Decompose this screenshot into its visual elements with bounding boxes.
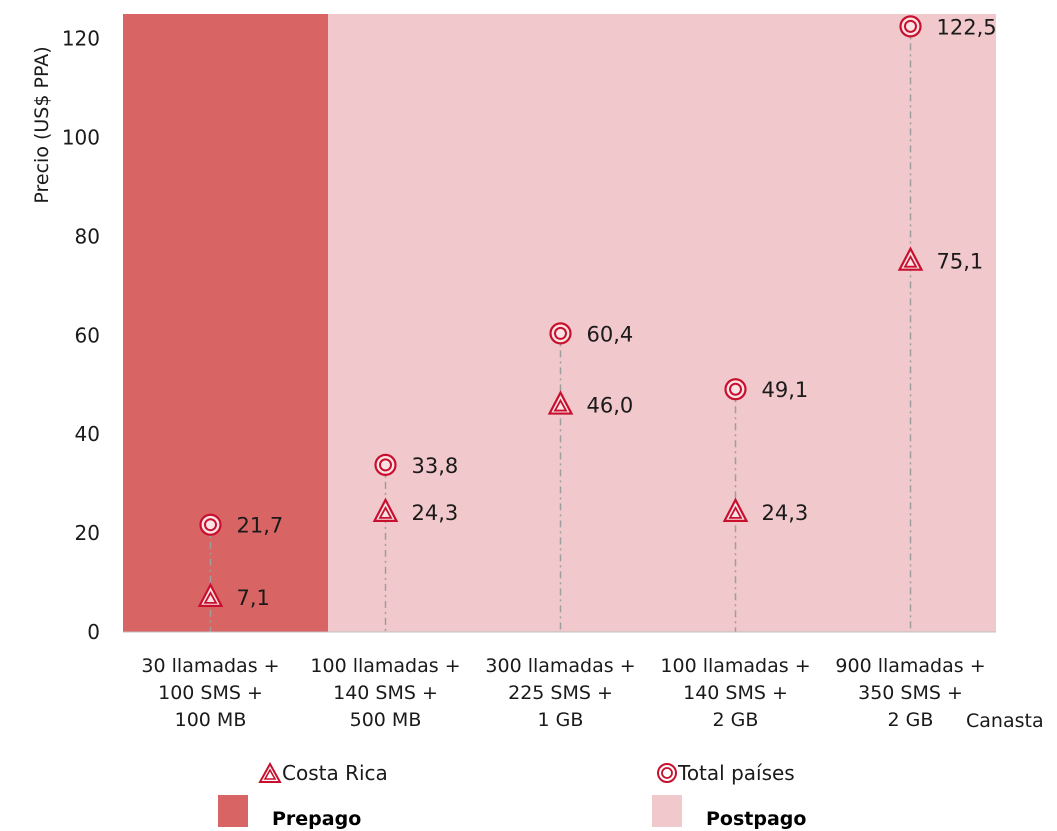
costa-rica-point: [897, 246, 924, 271]
legend-postpago-label: Postpago: [706, 808, 807, 830]
legend-costa-rica-label: Costa Rica: [282, 761, 388, 785]
data-label: 24,3: [412, 501, 459, 525]
costa-rica-point: [372, 497, 399, 522]
x-tick-label: 900 llamadas +350 SMS +2 GB: [835, 655, 985, 731]
data-label: 60,4: [587, 322, 634, 346]
axes: 0 20 40 60 80 100 120 30 llamadas +100 SMS +100…: [62, 27, 996, 731]
y-tick-label: 20: [75, 521, 100, 545]
data-labels: 7,1 24,3 46,0 24,3 75,1 21,7 33,8 60,4 49,1 122,5: [237, 15, 997, 610]
x-tick-label: 30 llamadas +100 SMS +100 MB: [141, 655, 279, 731]
data-label: 7,1: [237, 586, 270, 610]
costa-rica-point: [197, 582, 224, 607]
y-tick-label: 120: [62, 27, 100, 51]
legend-total-paises: Total países: [656, 761, 795, 785]
data-label: 24,3: [762, 501, 809, 525]
x-axis-label: Canasta: [966, 710, 1044, 732]
y-tick-label: 60: [75, 323, 100, 347]
y-tick-label: 0: [87, 620, 100, 644]
y-axis-label: Precio (US$ PPA): [31, 46, 53, 203]
legend-prepago-swatch: [218, 795, 248, 827]
legend-total-paises-label: Total países: [678, 761, 795, 785]
total-paises-point: [549, 322, 572, 345]
costa-rica-point: [722, 497, 749, 522]
band-prepago: [123, 14, 328, 632]
x-tick-label: 100 llamadas +140 SMS +2 GB: [660, 655, 810, 731]
triangle-icon: [258, 762, 282, 783]
data-label: 46,0: [587, 394, 634, 418]
data-label: 49,1: [762, 378, 809, 402]
costa-rica-point: [547, 390, 574, 415]
legend-postpago-swatch: [652, 795, 682, 827]
background-bands: [123, 14, 996, 632]
total-paises-point: [724, 378, 747, 401]
data-label: 33,8: [412, 454, 459, 478]
total-paises-point: [374, 453, 397, 476]
circle-icon: [657, 763, 677, 783]
x-tick-label: 100 llamadas +140 SMS +500 MB: [310, 655, 460, 731]
legend-costa-rica: Costa Rica: [258, 761, 388, 785]
legend-prepago-label: Prepago: [272, 808, 362, 830]
data-label: 122,5: [937, 15, 997, 39]
y-tick-label: 40: [75, 422, 100, 446]
y-tick-label: 80: [75, 224, 100, 248]
x-tick-label: 300 llamadas +225 SMS +1 GB: [485, 655, 635, 731]
y-tick-label: 100: [62, 126, 100, 150]
band-postpago: [328, 14, 996, 632]
data-label: 75,1: [937, 250, 984, 274]
data-marks: [197, 15, 924, 607]
total-paises-point: [199, 513, 222, 536]
total-paises-point: [899, 15, 922, 38]
data-label: 21,7: [237, 514, 284, 538]
